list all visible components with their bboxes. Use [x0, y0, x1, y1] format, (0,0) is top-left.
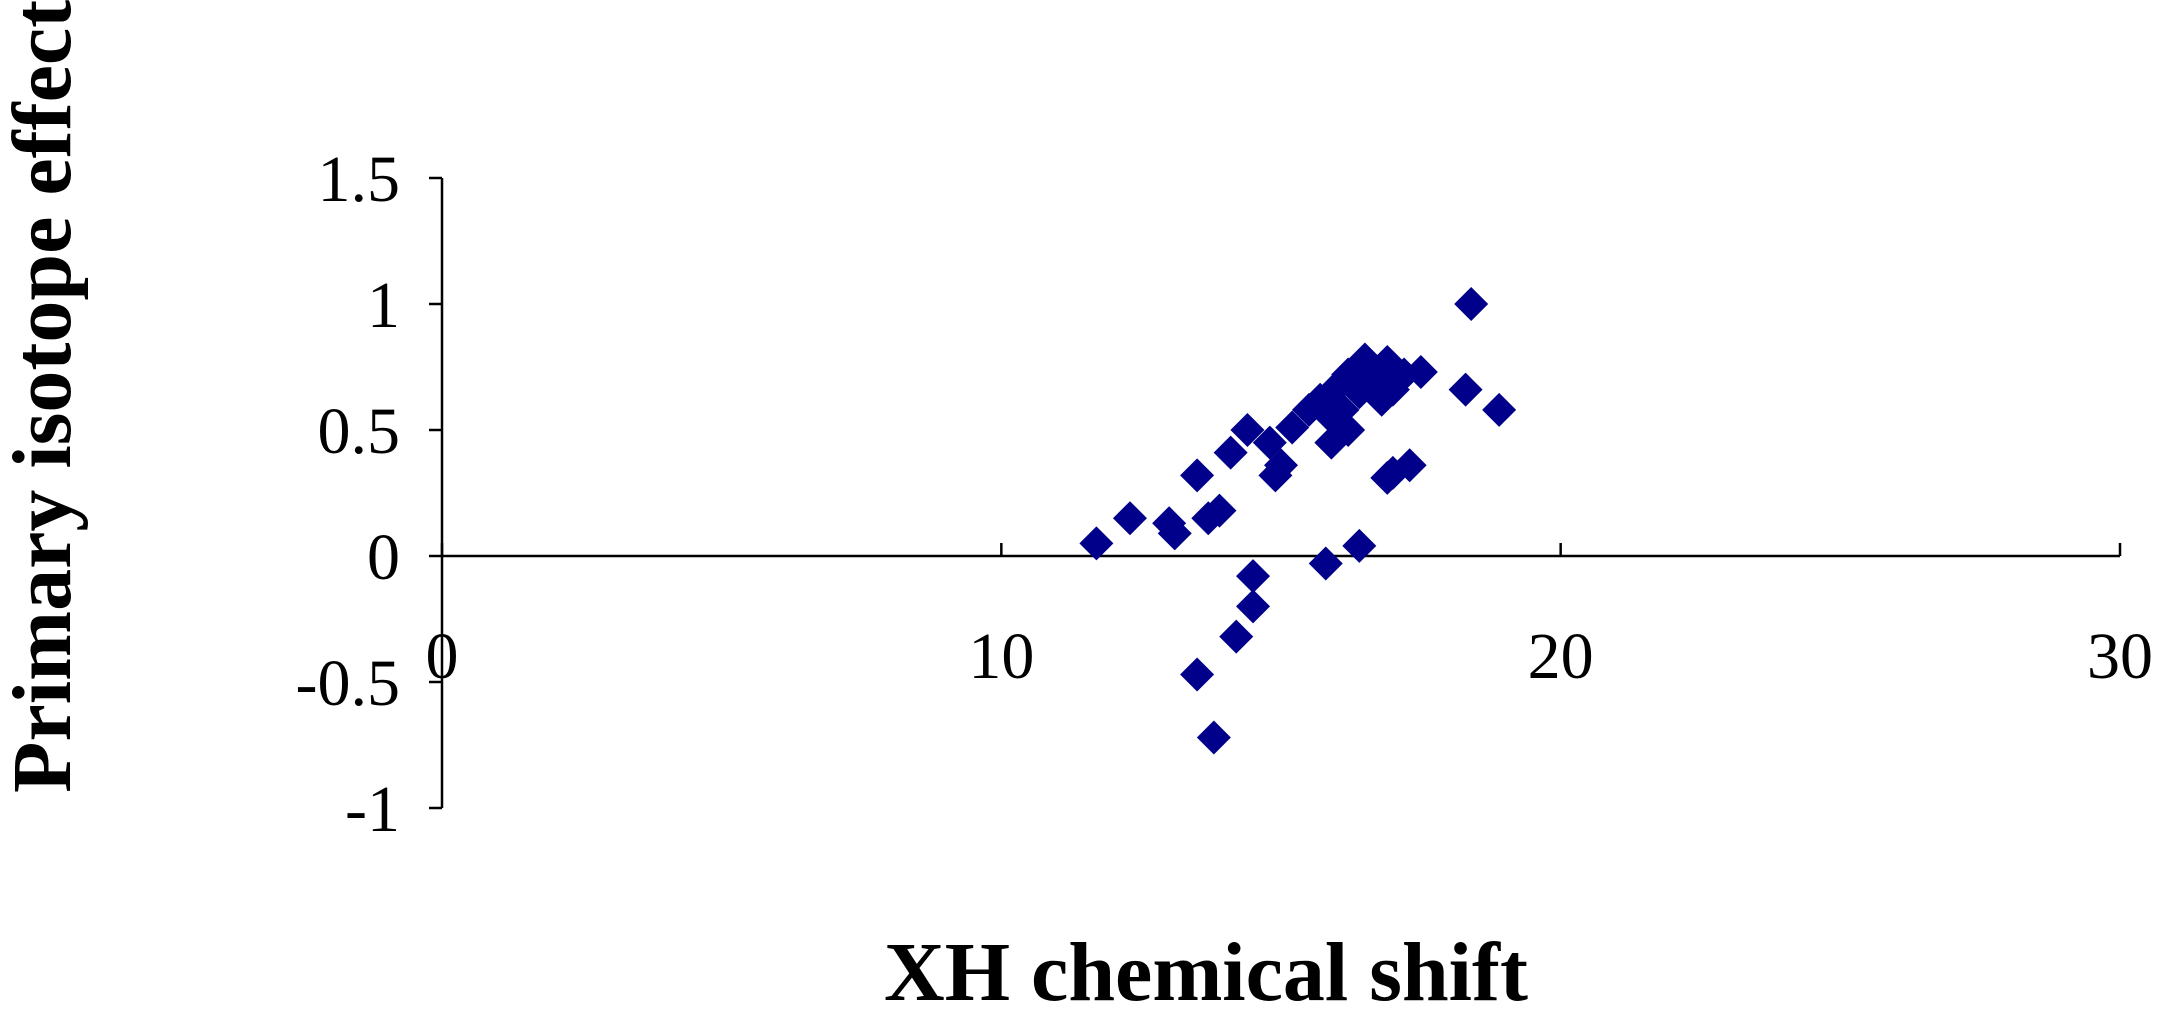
- x-tick-label: 30: [2087, 620, 2153, 693]
- data-point: [1403, 355, 1438, 390]
- data-point: [1219, 619, 1254, 654]
- data-point: [1331, 413, 1366, 447]
- data-point: [1213, 435, 1248, 470]
- y-tick-label: 0.5: [318, 395, 401, 468]
- y-axis-title: Primary isotope effects: [0, 0, 89, 793]
- data-point: [1264, 448, 1298, 483]
- tick-labels: 0 10 20 30 1.5 1 0.5 0 -0.5 -1: [296, 143, 2153, 846]
- data-point: [1275, 410, 1310, 445]
- data-point: [1236, 589, 1271, 624]
- data-point: [1236, 559, 1271, 594]
- data-point: [1180, 657, 1215, 692]
- x-axis-title: XH chemical shift: [884, 926, 1528, 1019]
- data-point: [1454, 287, 1489, 321]
- y-tick-label: 0: [367, 521, 400, 594]
- y-tick-label: 1.5: [318, 143, 401, 216]
- data-point: [1180, 458, 1215, 493]
- data-point: [1157, 516, 1192, 551]
- y-tick-label: -1: [345, 773, 400, 846]
- y-tick-label: -0.5: [296, 647, 400, 720]
- data-points: [1079, 287, 1517, 755]
- x-tick-label: 0: [426, 620, 459, 693]
- data-point: [1079, 526, 1114, 561]
- data-point: [1392, 448, 1427, 483]
- data-point: [1196, 720, 1231, 755]
- axes: [440, 178, 2120, 808]
- data-point: [1448, 372, 1483, 407]
- data-point: [1202, 493, 1237, 528]
- data-point: [1230, 413, 1265, 447]
- y-tick-label: 1: [367, 269, 400, 342]
- data-point: [1308, 546, 1343, 581]
- tick-marks: [429, 176, 2122, 810]
- x-tick-label: 10: [968, 620, 1034, 693]
- data-point: [1342, 528, 1377, 563]
- data-point: [1482, 392, 1517, 427]
- x-tick-label: 20: [1528, 620, 1594, 693]
- data-point: [1112, 501, 1147, 536]
